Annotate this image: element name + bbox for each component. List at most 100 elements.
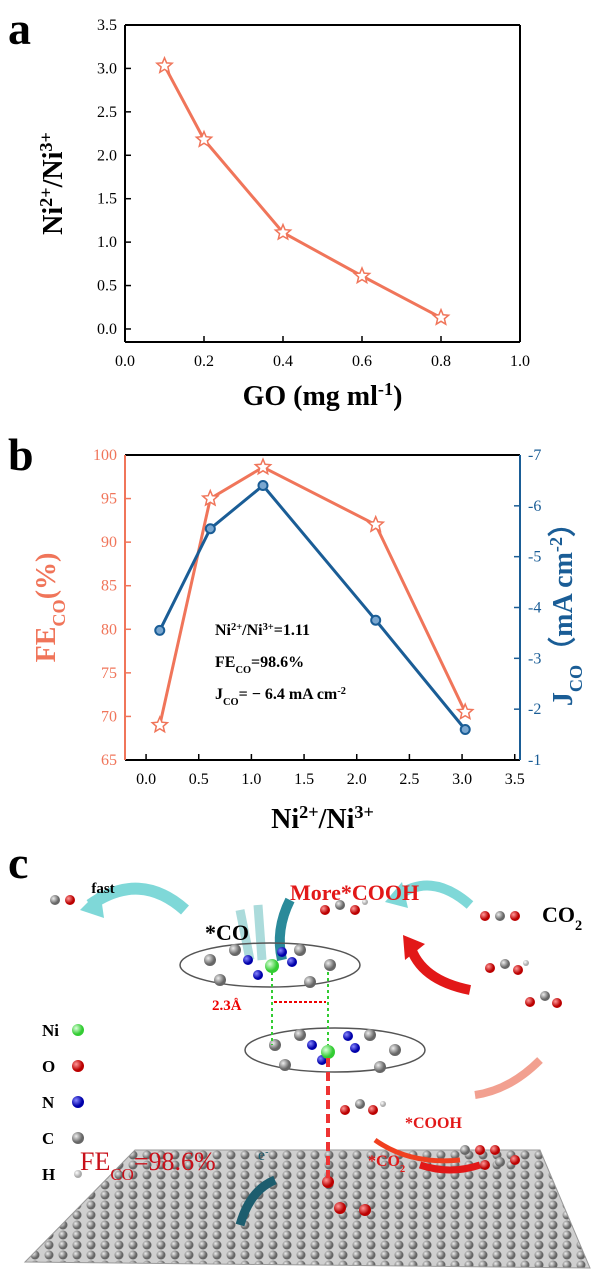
x-tick-label: 2.5 [399, 771, 419, 788]
text-part: - [265, 1147, 269, 1158]
y2-tick-label: -5 [528, 549, 541, 566]
text-part: =98.6% [134, 1147, 216, 1176]
label: fast [91, 881, 114, 897]
text-part: /Ni [38, 151, 69, 188]
panel-label: c [8, 837, 28, 888]
x-tick-label: 0.6 [352, 353, 372, 370]
y-tick-label: 90 [101, 534, 117, 551]
arrow [80, 890, 104, 918]
panel-label: a [8, 3, 31, 54]
y-tick-label: 2.5 [97, 104, 117, 121]
point [194, 129, 214, 148]
arrow [385, 882, 408, 908]
x-tick-label: 0.4 [273, 353, 293, 370]
arrow [405, 943, 472, 995]
x-tick-label: 1.5 [294, 771, 314, 788]
y-tick-label: 0.0 [97, 321, 117, 338]
point [150, 715, 170, 734]
text-part: Ni [215, 622, 232, 639]
x-tick-label: 1.0 [241, 771, 261, 788]
legend-swatch [72, 1024, 84, 1036]
point [352, 266, 372, 285]
arrow [418, 1161, 482, 1174]
y-tick-label: 100 [93, 447, 117, 464]
text-part: = − 6.4 mA cm [239, 686, 338, 703]
y-tick-label: 0.5 [97, 278, 117, 295]
text-part: -1 [378, 379, 393, 399]
text-part: 2 [400, 1164, 405, 1175]
label: *CO [205, 920, 249, 945]
legend-swatch [72, 1096, 84, 1108]
y-tick-label: 80 [101, 621, 117, 638]
legend-label: N [42, 1093, 55, 1112]
y-axis-label: FECO(%) [31, 553, 69, 663]
x-tick-label: 0.2 [194, 353, 214, 370]
y2-tick-label: -4 [528, 600, 541, 617]
arrow [235, 904, 267, 961]
y-tick-label: 1.0 [97, 234, 117, 251]
y-tick-label: 3.0 [97, 60, 117, 77]
y-tick-label: 2.0 [97, 147, 117, 164]
text-part: /Ni [318, 804, 355, 835]
x-tick-label: 1.0 [510, 353, 530, 370]
text-part: =98.6% [251, 654, 304, 671]
text-part: GO (mg ml [243, 381, 379, 412]
x-tick-label: 0.5 [189, 771, 209, 788]
label: 2.3Å [212, 998, 242, 1014]
y-tick-label: 95 [101, 491, 117, 508]
text-part: 2+ [36, 187, 56, 206]
point [431, 307, 451, 326]
text-part: =1.11 [274, 622, 310, 639]
legend-swatch [72, 1060, 84, 1072]
point [273, 222, 293, 241]
graphene-sheet [23, 1149, 591, 1269]
legend-label: O [42, 1057, 55, 1076]
text-part: CO [49, 599, 69, 626]
text-part: /Ni [241, 622, 263, 639]
x-axis-label: GO (mg ml-1) [243, 379, 403, 412]
porphyrin-layers [179, 942, 426, 1073]
text-part: FE [31, 627, 62, 663]
text-part: 2+ [231, 622, 242, 633]
label: CO2 [542, 902, 582, 934]
text-part: FE [80, 1147, 110, 1176]
text-part: (%) [31, 553, 62, 600]
text-part: -2 [546, 537, 566, 552]
label: *COOH [405, 1115, 462, 1132]
x-tick-label: 3.5 [505, 771, 525, 788]
y-tick-label: 75 [101, 665, 117, 682]
text-part: 3+ [354, 802, 373, 822]
annotation: Ni2+/Ni3+=1.11 [215, 622, 310, 640]
y2-tick-label: -3 [528, 650, 541, 667]
arrow [373, 1137, 461, 1164]
text-part: 2+ [299, 802, 318, 822]
series-line [163, 65, 442, 320]
text-part: J [548, 692, 579, 706]
y-tick-label: 3.5 [97, 17, 117, 34]
y2-tick-label: -7 [528, 447, 541, 464]
legend-label: Ni [42, 1021, 59, 1040]
point [459, 724, 471, 735]
diagram: c fast *CO More*COOH CO2 2.3Å *COOH *CO2… [8, 837, 591, 1269]
y-tick-label: 65 [101, 752, 117, 769]
panel-label: b [8, 429, 34, 480]
x-tick-label: 0.0 [136, 771, 156, 788]
text-part: Ni [38, 207, 69, 235]
x-tick-label: 3.0 [452, 771, 472, 788]
y2-tick-label: -1 [528, 752, 541, 769]
text-part: -2 [337, 686, 346, 697]
text-part: FE [215, 654, 235, 671]
text-part: CO [110, 1165, 133, 1184]
arrow [403, 935, 425, 960]
text-part: Ni [271, 804, 299, 835]
y-tick-label: 1.5 [97, 191, 117, 208]
point [253, 457, 273, 476]
annotation: FECO=98.6% [215, 654, 304, 676]
point [154, 624, 166, 636]
legend-swatch [72, 1132, 84, 1144]
point [200, 488, 220, 507]
label: *CO2 [368, 1153, 405, 1175]
legend-label: C [42, 1129, 54, 1148]
text-part: 2 [575, 918, 582, 934]
